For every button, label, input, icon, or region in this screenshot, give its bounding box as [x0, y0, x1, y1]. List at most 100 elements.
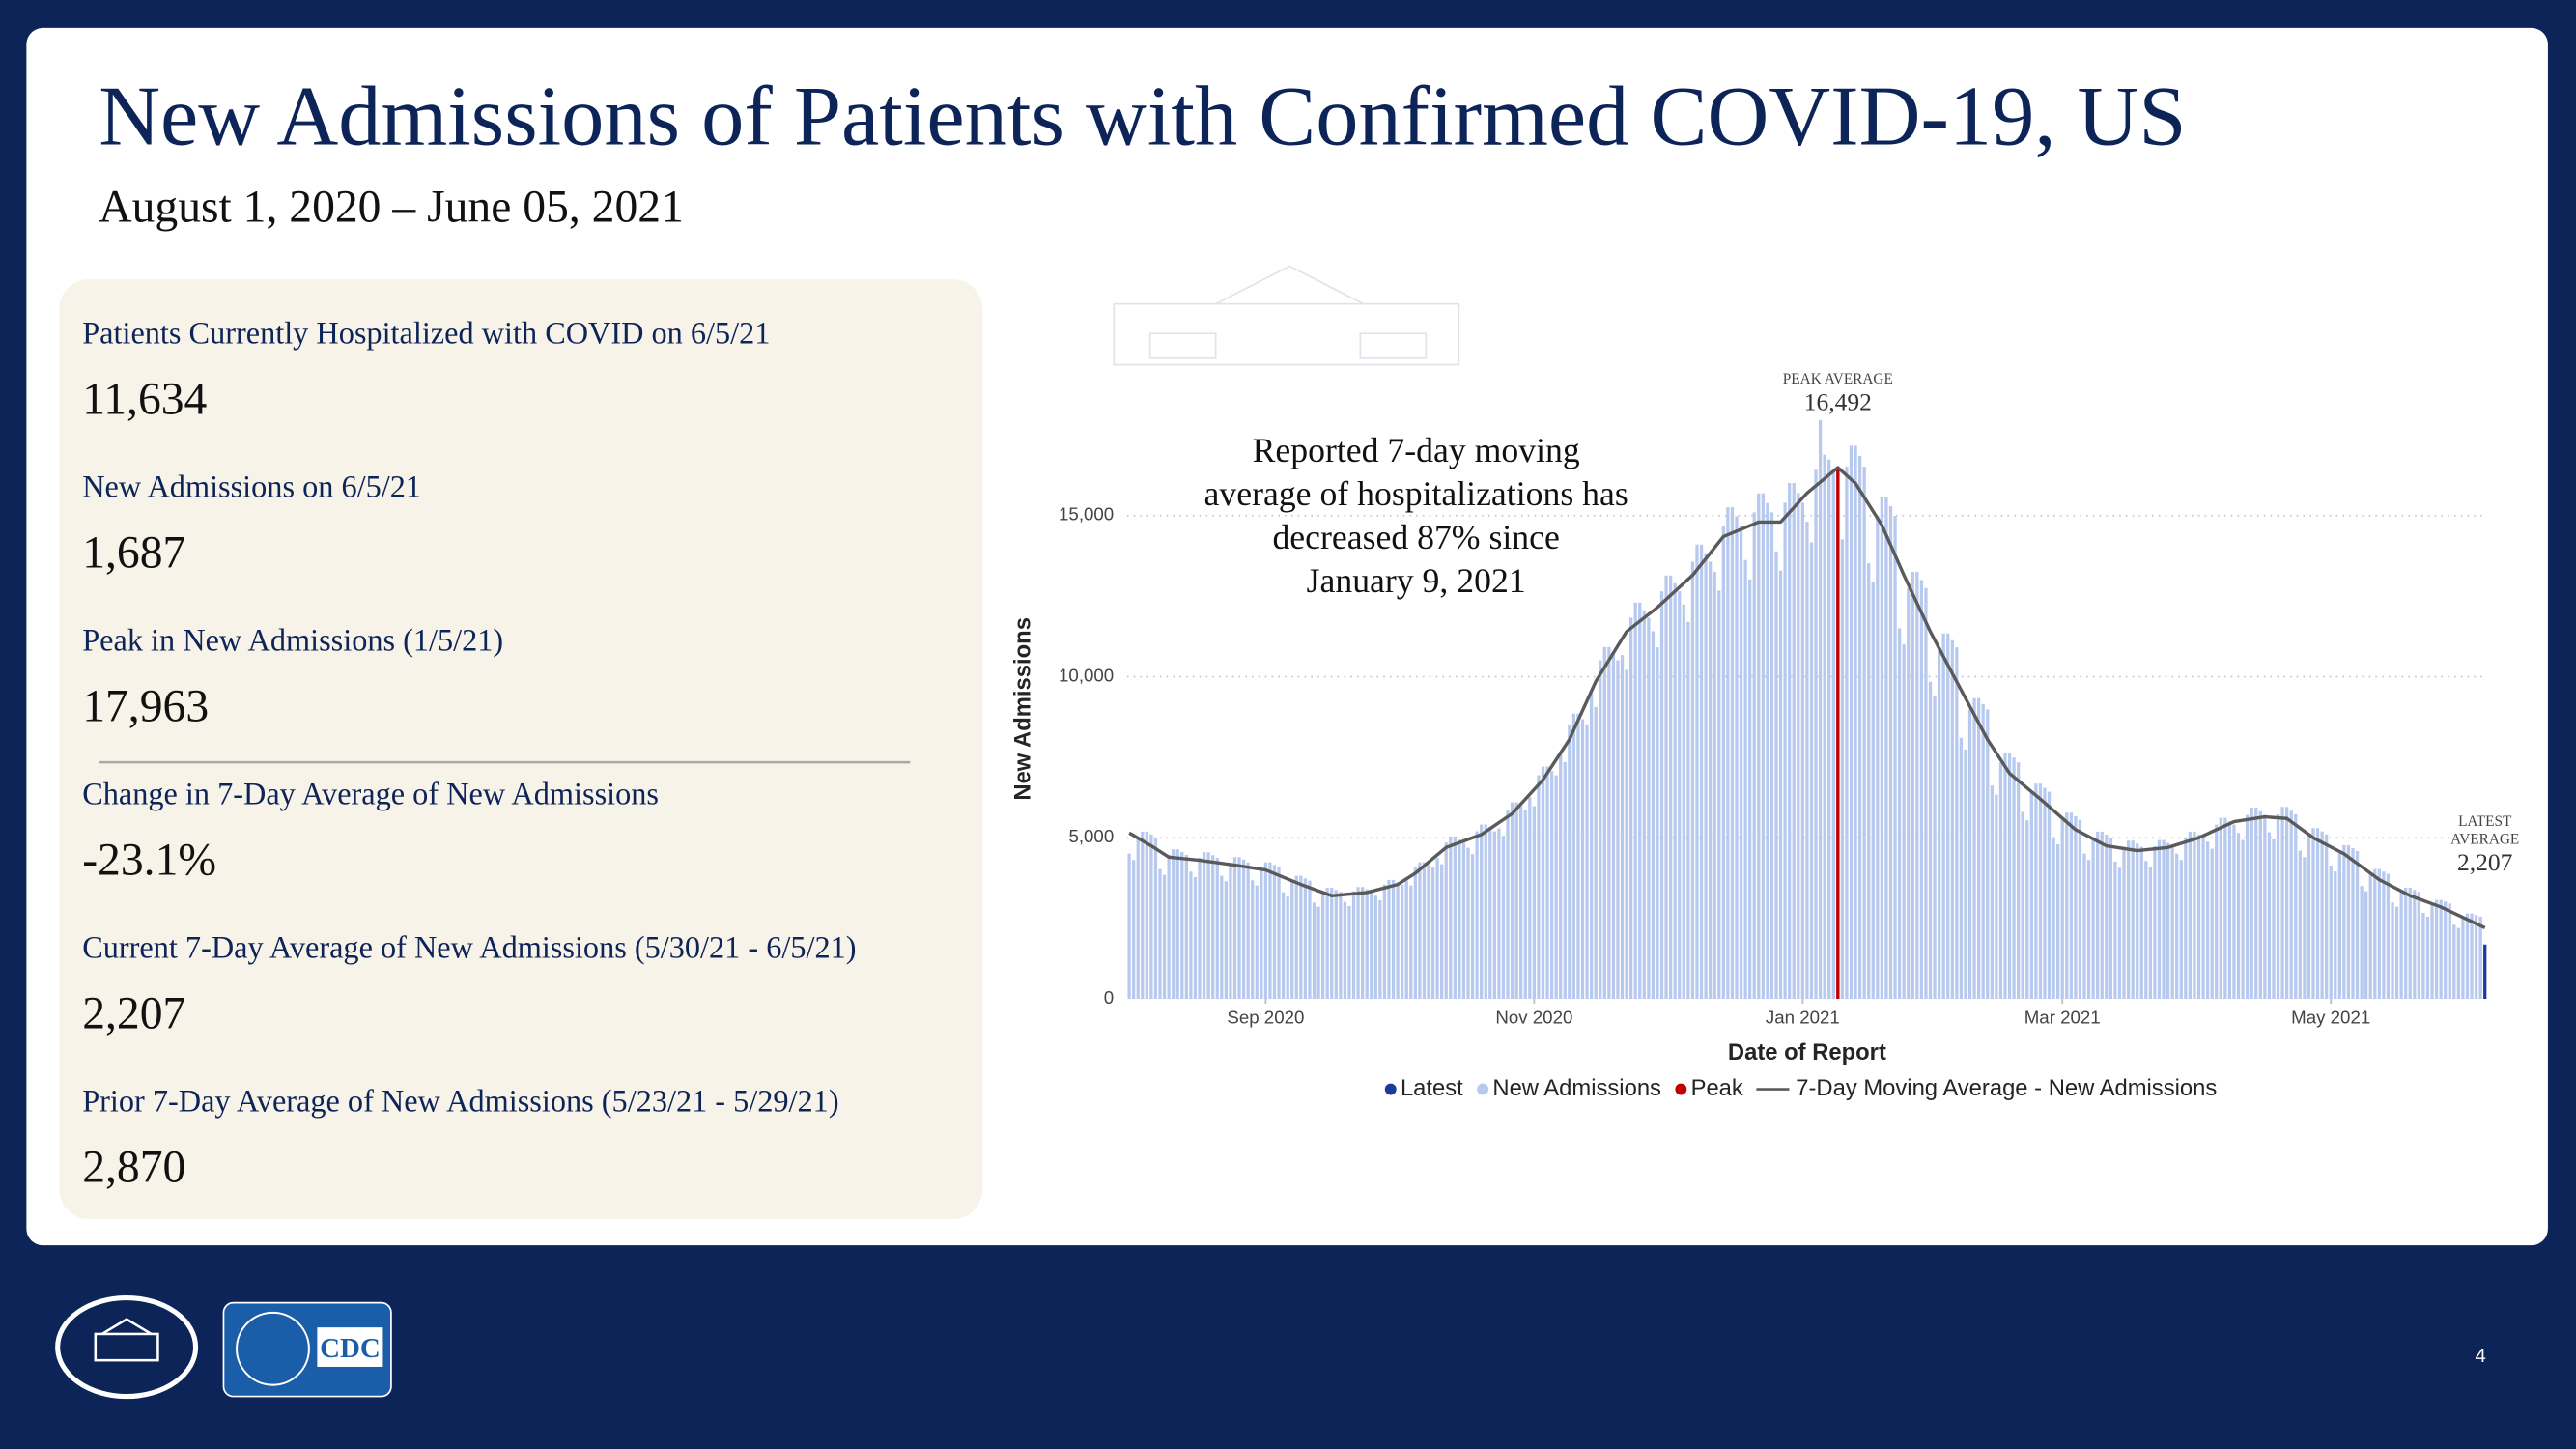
legend-label: Latest — [1401, 1075, 1463, 1101]
bar — [1589, 693, 1594, 1000]
bar — [1475, 831, 1479, 1000]
bar — [2091, 838, 2095, 1000]
bar — [2021, 811, 2024, 1000]
bar — [2368, 873, 2372, 1000]
bar — [2086, 860, 2091, 1000]
bar — [2272, 838, 2276, 1000]
annotation-value: 16,492 — [1804, 387, 1872, 415]
bar — [2078, 819, 2082, 1000]
bar — [1928, 681, 1933, 1000]
bar — [1141, 831, 1145, 1000]
bar — [1946, 633, 1950, 1000]
bar — [1797, 493, 1800, 1000]
bar — [1774, 551, 1778, 1000]
bar — [2105, 834, 2109, 1000]
bar — [2223, 817, 2227, 1000]
moving-average-line — [1128, 466, 2486, 929]
x-axis-title: Date of Report — [1728, 1039, 1886, 1065]
bar — [1823, 454, 1826, 1000]
bar — [1862, 467, 1866, 1000]
bar — [1876, 516, 1880, 1000]
bar — [1690, 561, 1695, 1000]
hhs-seal — [236, 1311, 310, 1386]
bar — [1537, 775, 1541, 1000]
bar — [1871, 582, 1875, 1000]
bar — [2276, 813, 2280, 1000]
callout-text: average of hospitalizations has — [1204, 474, 1628, 513]
stat-value: 2,870 — [82, 1143, 185, 1193]
bar — [1766, 502, 1769, 1000]
bar — [2241, 839, 2245, 1000]
bar — [1193, 876, 1198, 1000]
y-tick-label: 0 — [1104, 987, 1114, 1008]
bar — [2404, 887, 2408, 1000]
bar — [1911, 572, 1914, 1000]
bar — [1814, 469, 1818, 1000]
stat-value: 2,207 — [82, 989, 185, 1039]
bar — [1633, 602, 1637, 1000]
bar — [2360, 886, 2364, 1000]
bar — [2263, 814, 2267, 1000]
bar — [2483, 944, 2487, 1000]
bar — [1933, 695, 1937, 1000]
bar — [2413, 890, 2417, 1000]
bar — [1941, 633, 1945, 1000]
subtitle: August 1, 2020 – June 05, 2021 — [99, 183, 684, 233]
page-number: 4 — [2476, 1346, 2486, 1367]
stat-value: 11,634 — [82, 375, 207, 425]
bar — [2399, 892, 2403, 1000]
bar — [1981, 703, 1985, 1000]
bar — [2043, 787, 2047, 1000]
bar — [1792, 483, 1796, 1000]
bar — [1299, 875, 1303, 1000]
bar — [1277, 867, 1281, 1000]
bar — [1972, 697, 1976, 1000]
bar — [1281, 892, 1286, 1000]
bar — [2267, 832, 2272, 1000]
bar — [1854, 445, 1857, 1000]
white-house-icon — [94, 1332, 159, 1362]
bar — [1387, 879, 1391, 1000]
bar — [1831, 469, 1835, 1000]
bar — [1453, 836, 1457, 1000]
bar — [1695, 544, 1699, 1000]
bar — [1339, 892, 1343, 1000]
bar — [2017, 762, 2021, 1000]
bar — [1470, 854, 1475, 1000]
bar — [2122, 846, 2126, 1000]
stat-value: -23.1% — [82, 836, 216, 886]
bar — [1721, 526, 1725, 1000]
stat-label: Patients Currently Hospitalized with COV… — [82, 315, 770, 350]
bar — [2342, 844, 2346, 1000]
bar — [1743, 559, 1747, 1000]
bar — [2012, 757, 2016, 1000]
bar — [2148, 867, 2153, 1000]
bar — [1378, 899, 1382, 1000]
bar — [1127, 853, 1131, 1000]
stats: Patients Currently Hospitalized with COV… — [82, 315, 856, 1192]
bar — [1356, 887, 1360, 1000]
bar — [2311, 828, 2315, 1000]
bar — [1739, 526, 1743, 1000]
bar — [1757, 493, 1761, 1000]
bar — [2355, 850, 2360, 1000]
legend-swatch — [1384, 1083, 1397, 1095]
bar — [2461, 916, 2465, 1000]
bar — [1312, 902, 1316, 1000]
bar — [1263, 862, 1268, 1000]
bar — [2236, 833, 2241, 1000]
bar — [1320, 892, 1325, 1000]
bar — [2425, 916, 2430, 1000]
cdc-box — [317, 1327, 383, 1367]
bar — [2179, 860, 2183, 1000]
bar — [1370, 891, 1373, 1000]
bar — [1998, 762, 2003, 1000]
bar — [1172, 849, 1175, 1000]
bar — [1430, 867, 1435, 1000]
bar — [2175, 853, 2179, 1000]
bar — [2157, 839, 2162, 1000]
bar — [1532, 806, 1537, 1000]
bar — [2166, 842, 2170, 1000]
bar — [1673, 582, 1677, 1000]
